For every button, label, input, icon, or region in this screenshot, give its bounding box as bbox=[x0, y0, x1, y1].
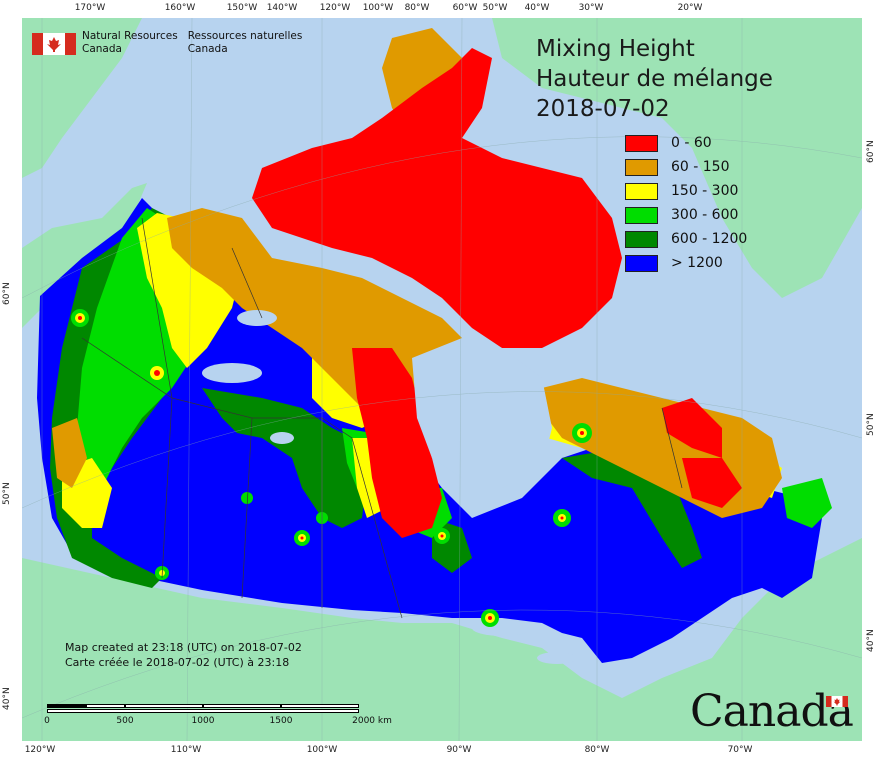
top-tick: 30°W bbox=[578, 3, 604, 13]
scale-label: 2000 km bbox=[352, 716, 392, 726]
scale-label: 500 bbox=[116, 716, 134, 726]
map-title-fr: Hauteur de mélange bbox=[536, 66, 773, 92]
right-tick: 40°N bbox=[866, 629, 876, 652]
top-tick: 170°W bbox=[74, 3, 106, 13]
org-name-fr-line2: Canada bbox=[187, 43, 228, 55]
nrcan-logo: Natural Resources Canada Ressources natu… bbox=[32, 30, 302, 56]
hotspots bbox=[71, 309, 592, 627]
legend-swatch bbox=[625, 134, 658, 152]
org-name-fr: Ressources naturelles Canada bbox=[188, 30, 303, 56]
top-tick: 20°W bbox=[677, 3, 703, 13]
zone-lightgreen-4 bbox=[782, 478, 832, 528]
alaska-land bbox=[22, 18, 142, 178]
lake bbox=[270, 432, 294, 444]
canada-wordmark: Canada bbox=[690, 686, 854, 737]
left-tick: 40°N bbox=[2, 687, 12, 710]
org-name-en-line1: Natural Resources bbox=[82, 30, 178, 42]
zone-red-arctic bbox=[252, 48, 622, 348]
legend-label: 60 - 150 bbox=[671, 159, 730, 175]
bottom-tick: 110°W bbox=[170, 745, 202, 755]
top-tick: 40°W bbox=[524, 3, 550, 13]
bottom-tick: 100°W bbox=[306, 745, 338, 755]
legend-item: 150 - 300 bbox=[625, 182, 738, 200]
scale-label: 0 bbox=[44, 716, 50, 726]
legend-item: 0 - 60 bbox=[625, 134, 712, 152]
scale-bar bbox=[47, 704, 359, 714]
lake bbox=[472, 620, 532, 636]
legend-swatch bbox=[625, 254, 658, 272]
scale-label: 1500 bbox=[269, 716, 293, 726]
legend-item: > 1200 bbox=[625, 254, 723, 272]
top-tick: 50°W bbox=[482, 3, 508, 13]
bottom-tick: 120°W bbox=[24, 745, 56, 755]
map-canvas[interactable] bbox=[22, 18, 862, 741]
top-tick: 120°W bbox=[319, 3, 351, 13]
scale-label: 1000 bbox=[191, 716, 215, 726]
zone-orange-4 bbox=[52, 418, 87, 488]
graticule-lines bbox=[22, 18, 862, 741]
legend-label: 300 - 600 bbox=[671, 207, 739, 223]
legend-swatch bbox=[625, 182, 658, 200]
top-tick: 80°W bbox=[404, 3, 430, 13]
top-tick: 140°W bbox=[266, 3, 298, 13]
zone-darkgreen-2 bbox=[202, 388, 367, 528]
bottom-tick: 80°W bbox=[584, 745, 610, 755]
zone-red-quebec bbox=[682, 458, 742, 508]
legend-item: 600 - 1200 bbox=[625, 230, 747, 248]
bottom-tick: 70°W bbox=[727, 745, 753, 755]
zone-red-labrador bbox=[662, 398, 722, 458]
hudson-bay bbox=[412, 338, 552, 488]
legend-item: 300 - 600 bbox=[625, 206, 738, 224]
map-svg bbox=[22, 18, 862, 741]
legend-label: 150 - 300 bbox=[671, 183, 739, 199]
zone-red-hudson-west bbox=[352, 348, 442, 538]
legend-swatch bbox=[625, 230, 658, 248]
left-tick: 50°N bbox=[2, 482, 12, 505]
legend-label: 600 - 1200 bbox=[671, 231, 748, 247]
left-tick: 60°N bbox=[2, 282, 12, 305]
lake bbox=[537, 652, 577, 664]
top-tick: 150°W bbox=[226, 3, 258, 13]
legend-swatch bbox=[625, 206, 658, 224]
legend-label: 0 - 60 bbox=[671, 135, 712, 151]
lake bbox=[237, 310, 277, 326]
greenland-land bbox=[492, 18, 862, 298]
org-name-en-line2: Canada bbox=[82, 43, 122, 55]
creation-note-en: Map created at 23:18 (UTC) on 2018-07-02 bbox=[65, 641, 302, 654]
org-name-fr-line1: Ressources naturelles bbox=[187, 30, 303, 42]
right-tick: 60°N bbox=[866, 140, 876, 163]
bottom-tick: 90°W bbox=[446, 745, 472, 755]
creation-note: Map created at 23:18 (UTC) on 2018-07-02… bbox=[65, 640, 302, 670]
right-tick: 50°N bbox=[866, 413, 876, 436]
top-tick: 100°W bbox=[362, 3, 394, 13]
canada-wordmark-flag-icon bbox=[826, 692, 848, 707]
legend-label: > 1200 bbox=[671, 255, 723, 271]
map-title-en: Mixing Height bbox=[536, 36, 695, 62]
org-name-en: Natural Resources Canada bbox=[82, 30, 178, 56]
canada-land-blue bbox=[37, 198, 822, 663]
creation-note-fr: Carte créée le 2018-07-02 (UTC) à 23:18 bbox=[65, 656, 290, 669]
legend-item: 60 - 150 bbox=[625, 158, 730, 176]
legend-swatch bbox=[625, 158, 658, 176]
lake bbox=[202, 363, 262, 383]
top-tick: 60°W bbox=[452, 3, 478, 13]
usa-land bbox=[22, 538, 862, 741]
top-tick: 160°W bbox=[164, 3, 196, 13]
zone-yellow bbox=[137, 213, 242, 368]
canada-flag-icon bbox=[32, 33, 76, 55]
map-date: 2018-07-02 bbox=[536, 96, 670, 122]
